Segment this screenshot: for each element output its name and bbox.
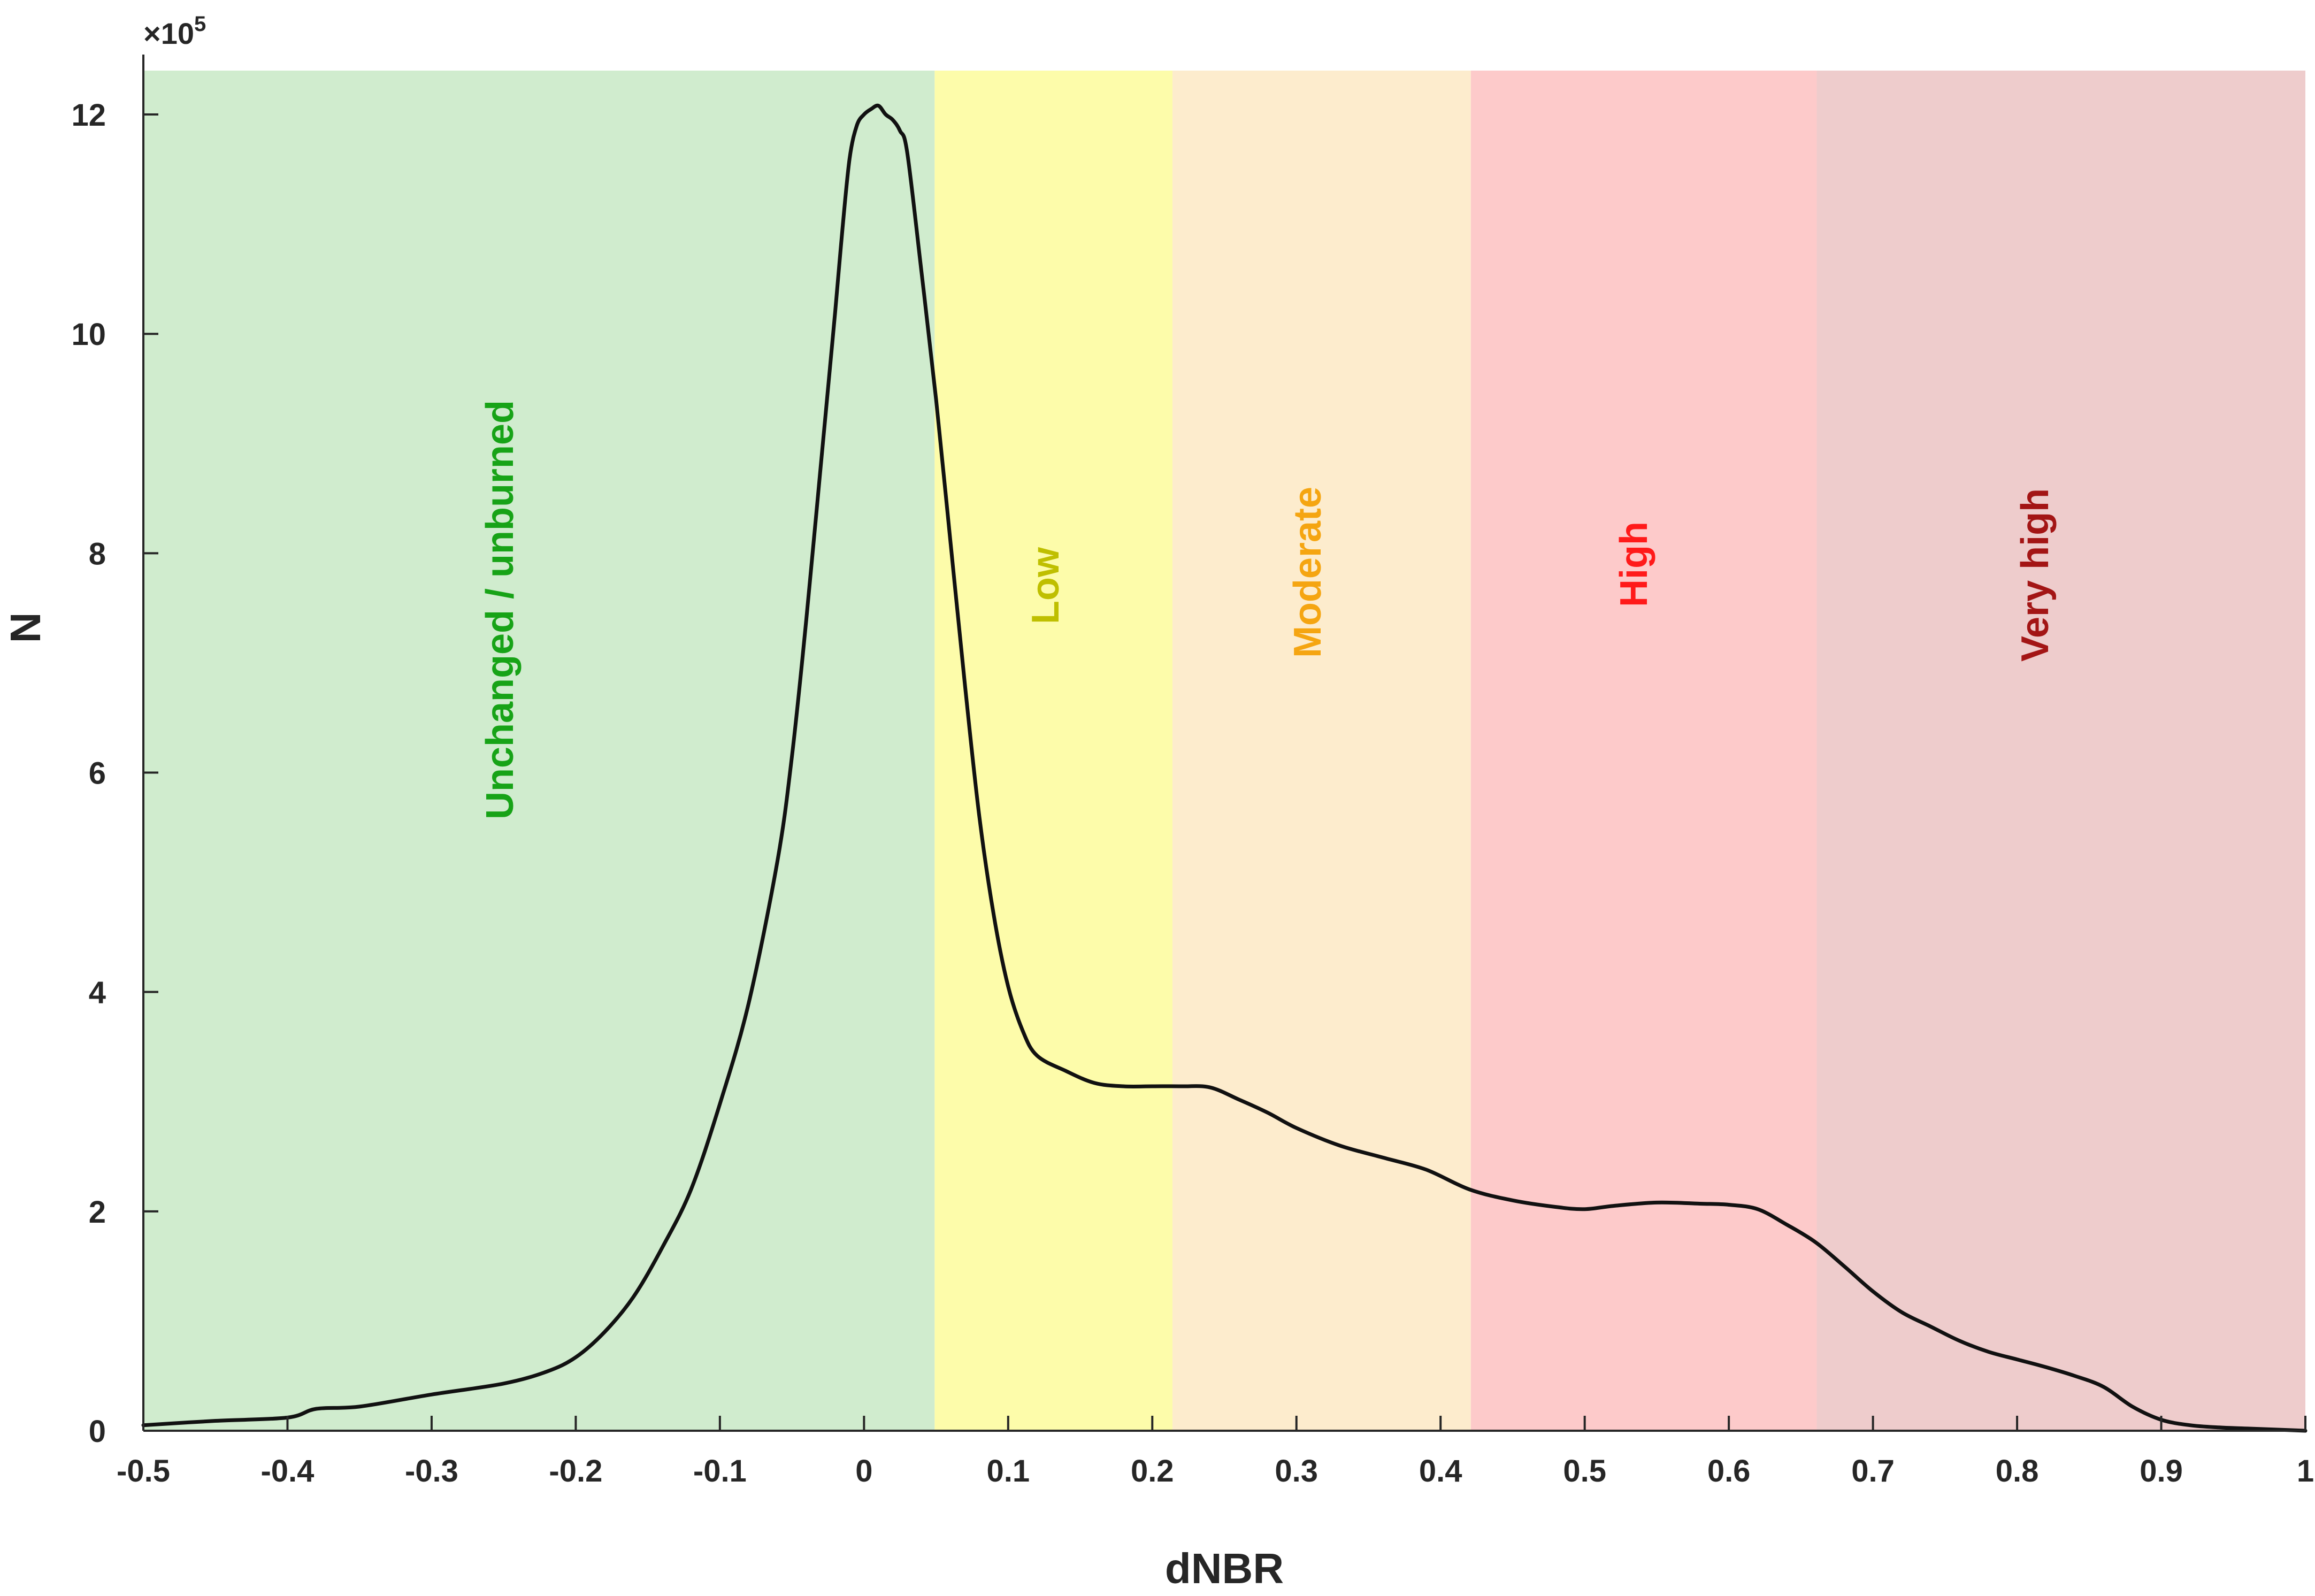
y-tick-label: 4 [89,976,106,1010]
severity-band-2 [934,71,1172,1431]
x-tick-label: 1 [2297,1454,2314,1488]
histogram-curve [141,103,2308,1433]
severity-band-label: Very high [2014,488,2057,662]
x-tick-label: -0.3 [405,1454,458,1488]
x-tick-label: 0 [855,1454,872,1488]
severity-band-4 [1470,71,1817,1431]
y-tick-label: 10 [71,317,106,352]
x-axis-ticks: -0.5 -0.4 -0.3 -0.2 -0.1 0 0.1 0.2 0.3 0.4 0.5 0.6 0… [117,1416,2314,1488]
y-axis-ticks: 0 2 4 6 8 10 12 [71,98,158,1449]
y-tick-label: 2 [89,1195,106,1230]
axes [142,55,2305,1432]
x-tick-label: -0.4 [260,1454,314,1488]
x-tick-label: 0.8 [1996,1454,2039,1488]
x-tick-label: 0.7 [1851,1454,1895,1488]
y-axis-title: N [2,612,49,643]
histogram-curve-layer [141,103,2308,1433]
y-axis-exponent-label: ×105 [143,12,206,50]
x-tick-label: 0.4 [1419,1454,1462,1488]
severity-band-label: Unchanged / unburned [479,400,522,819]
x-tick-label: 0.9 [2140,1454,2183,1488]
severity-band-3 [1172,71,1471,1431]
y-tick-label: 6 [89,756,106,791]
x-tick-label: 0.2 [1131,1454,1174,1488]
x-tick-label: 0.6 [1707,1454,1751,1488]
x-axis-title: dNBR [1165,1545,1284,1592]
severity-band-5 [1816,71,2305,1431]
x-tick-label: 0.3 [1275,1454,1318,1488]
severity-band-label: Moderate [1286,487,1329,658]
x-tick-label: 0.5 [1563,1454,1606,1488]
x-tick-label: -0.1 [693,1454,747,1488]
x-tick-label: -0.5 [117,1454,170,1488]
y-tick-label: 0 [89,1414,106,1449]
severity-band-label: High [1613,521,1655,607]
y-tick-label: 8 [89,536,106,571]
y-axis-exponent-base: ×10 [143,17,194,50]
severity-bands [143,71,2305,1431]
x-tick-label: -0.2 [549,1454,602,1488]
x-tick-label: 0.1 [986,1454,1030,1488]
y-tick-label: 12 [71,98,106,133]
y-axis-exponent-power: 5 [194,12,206,36]
severity-band-labels: Unchanged / unburned Low Moderate High Very … [479,400,2057,819]
severity-band-1 [143,71,935,1431]
severity-band-label: Low [1024,547,1067,624]
